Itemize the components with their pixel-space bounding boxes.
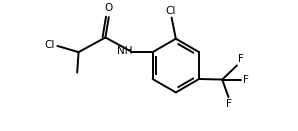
Text: O: O — [105, 3, 113, 13]
Text: F: F — [238, 54, 244, 64]
Text: Cl: Cl — [45, 40, 55, 50]
Text: F: F — [243, 75, 249, 84]
Text: NH: NH — [117, 46, 132, 56]
Text: Cl: Cl — [165, 6, 176, 16]
Text: F: F — [226, 99, 231, 109]
